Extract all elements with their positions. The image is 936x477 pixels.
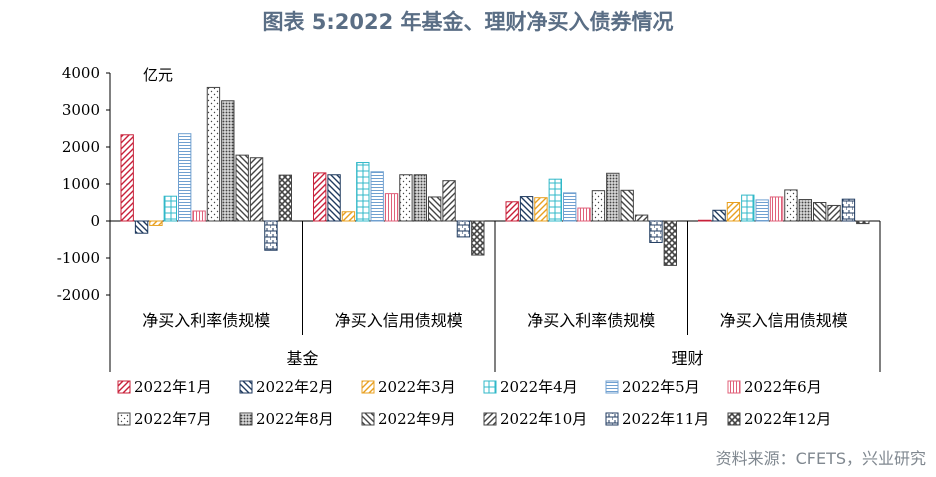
legend-label: 2022年12月 bbox=[744, 410, 831, 428]
legend-label: 2022年8月 bbox=[256, 410, 334, 428]
bar-2022年3月 bbox=[341, 211, 356, 222]
y-tick-label: -1000 bbox=[57, 249, 100, 267]
y-tick-label: 1000 bbox=[62, 175, 100, 193]
bar-2022年9月 bbox=[620, 189, 634, 222]
legend-swatch bbox=[483, 380, 497, 394]
bar-2022年11月 bbox=[456, 220, 471, 238]
bar-2022年7月 bbox=[206, 86, 221, 222]
category-label: 净买入信用债规模 bbox=[335, 311, 463, 330]
bar-2022年5月 bbox=[370, 171, 384, 222]
bar-2022年1月 bbox=[698, 219, 712, 222]
legend-label: 2022年1月 bbox=[134, 378, 212, 396]
legend-swatch bbox=[239, 380, 253, 394]
unit-label: 亿元 bbox=[143, 66, 173, 84]
legend-swatch bbox=[727, 412, 741, 426]
bar-2022年10月 bbox=[249, 157, 264, 222]
bar-2022年9月 bbox=[428, 196, 442, 222]
bar-2022年4月 bbox=[741, 194, 755, 222]
category-label: 净买入利率债规模 bbox=[527, 311, 655, 330]
bar-2022年3月 bbox=[726, 202, 741, 222]
legend: 2022年1月 2022年2月 2022年3月 2022年4月 2022年5月 2022年… bbox=[117, 378, 831, 428]
bar-2022年7月 bbox=[784, 189, 798, 222]
bar-2022年1月 bbox=[505, 201, 519, 222]
bar-2022年12月 bbox=[471, 220, 485, 256]
bar-2022年1月 bbox=[120, 134, 134, 222]
bar-2022年8月 bbox=[413, 174, 427, 222]
group-label: 理财 bbox=[671, 349, 703, 368]
legend-swatch bbox=[727, 380, 741, 394]
bar-2022年4月 bbox=[356, 162, 370, 222]
group-label: 基金 bbox=[286, 349, 318, 368]
category-label: 净买入利率债规模 bbox=[142, 311, 270, 330]
bar-2022年10月 bbox=[827, 204, 841, 222]
bar-2022年9月 bbox=[813, 202, 827, 222]
bar-2022年2月 bbox=[712, 209, 726, 222]
bar-2022年7月 bbox=[399, 174, 413, 222]
bar-2022年8月 bbox=[798, 199, 812, 222]
category-label: 净买入信用债规模 bbox=[720, 311, 848, 330]
legend-label: 2022年9月 bbox=[378, 410, 456, 428]
legend-swatch bbox=[361, 380, 375, 394]
legend-label: 2022年5月 bbox=[622, 378, 700, 396]
bar-2022年5月 bbox=[755, 199, 769, 222]
bar-2022年3月 bbox=[149, 220, 163, 226]
bar-2022年8月 bbox=[606, 172, 620, 222]
bar-2022年4月 bbox=[548, 178, 562, 222]
bar-2022年9月 bbox=[235, 154, 249, 222]
bar-2022年1月 bbox=[313, 172, 327, 222]
bar-2022年6月 bbox=[769, 196, 784, 222]
legend-swatch bbox=[361, 412, 375, 426]
bar-2022年12月 bbox=[856, 220, 870, 225]
bar-2022年5月 bbox=[178, 133, 192, 222]
legend-label: 2022年7月 bbox=[134, 410, 212, 428]
bar-2022年8月 bbox=[221, 100, 235, 222]
y-tick-label: -2000 bbox=[57, 286, 100, 304]
bar-2022年12月 bbox=[663, 220, 677, 266]
legend-swatch bbox=[117, 380, 131, 394]
bar-2022年6月 bbox=[192, 210, 206, 222]
y-tick-label: 3000 bbox=[62, 101, 100, 119]
legend-swatch bbox=[605, 412, 619, 426]
bar-2022年6月 bbox=[384, 193, 399, 222]
legend-swatch bbox=[605, 380, 619, 394]
bar-2022年2月 bbox=[519, 196, 534, 222]
bar-2022年11月 bbox=[264, 220, 278, 251]
bar-2022年3月 bbox=[534, 197, 548, 222]
bars bbox=[120, 86, 870, 266]
y-tick-label: 4000 bbox=[62, 64, 100, 82]
bar-2022年10月 bbox=[634, 214, 649, 222]
y-tick-label: 0 bbox=[90, 212, 100, 230]
bar-2022年12月 bbox=[278, 174, 292, 222]
legend-swatch bbox=[239, 412, 253, 426]
bar-2022年11月 bbox=[841, 198, 856, 222]
legend-label: 2022年2月 bbox=[256, 378, 334, 396]
legend-label: 2022年4月 bbox=[500, 378, 578, 396]
bar-2022年2月 bbox=[327, 174, 341, 222]
y-tick-label: 2000 bbox=[62, 138, 100, 156]
bar-2022年2月 bbox=[134, 220, 149, 234]
bar-2022年7月 bbox=[591, 190, 606, 222]
bar-2022年5月 bbox=[563, 192, 577, 222]
legend-label: 2022年3月 bbox=[378, 378, 456, 396]
bar-2022年4月 bbox=[163, 195, 177, 222]
source-note: 资料来源：CFETS，兴业研究 bbox=[715, 449, 926, 468]
legend-label: 2022年10月 bbox=[500, 410, 587, 428]
bar-2022年6月 bbox=[577, 207, 591, 222]
legend-swatch bbox=[483, 412, 497, 426]
legend-label: 2022年11月 bbox=[622, 410, 709, 428]
bar-2022年11月 bbox=[649, 220, 663, 243]
chart-title: 图表 5:2022 年基金、理财净买入债券情况 bbox=[262, 10, 674, 34]
bar-2022年10月 bbox=[442, 180, 456, 222]
legend-swatch bbox=[117, 412, 131, 426]
legend-label: 2022年6月 bbox=[744, 378, 822, 396]
